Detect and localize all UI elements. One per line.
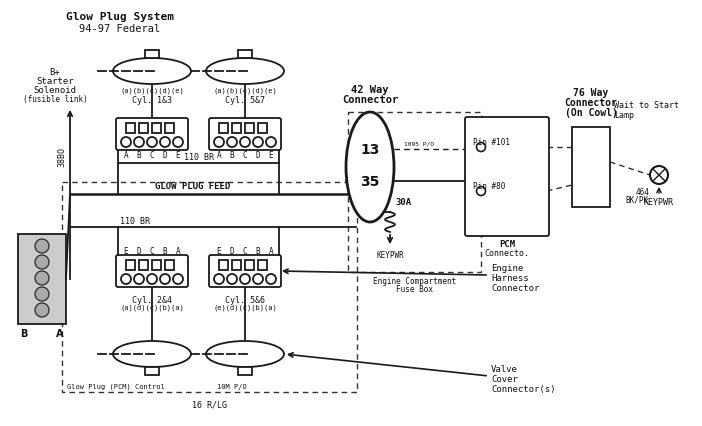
Text: B+: B+ [50,68,60,77]
Text: Cyl. 2&4: Cyl. 2&4 [132,295,172,304]
Text: Fuse Box: Fuse Box [396,284,433,294]
Ellipse shape [206,59,284,85]
Text: B: B [230,151,234,160]
Text: KEYPWR: KEYPWR [376,250,404,259]
Text: Wait to Start: Wait to Start [614,101,679,110]
Text: A: A [124,151,128,160]
Text: A: A [176,246,180,256]
Text: Engine: Engine [491,263,523,272]
Text: Starter: Starter [37,77,74,86]
Text: A: A [217,151,221,160]
Text: Engine Compartment: Engine Compartment [373,276,456,285]
Text: B: B [163,246,167,256]
FancyBboxPatch shape [465,118,549,236]
Text: Cyl. 1&3: Cyl. 1&3 [132,96,172,105]
Text: 1095 P/O: 1095 P/O [404,142,434,147]
Text: Cover: Cover [491,374,518,383]
Text: (fusible link): (fusible link) [22,95,87,104]
FancyBboxPatch shape [145,51,159,59]
Text: (a)(b)(c)(d)(e): (a)(b)(c)(d)(e) [120,88,184,94]
Ellipse shape [206,341,284,367]
Circle shape [35,256,49,269]
FancyBboxPatch shape [209,256,281,287]
FancyBboxPatch shape [145,367,159,375]
Ellipse shape [113,341,191,367]
Text: A: A [269,246,273,256]
Text: Connector: Connector [564,98,618,108]
Text: 76 Way: 76 Way [574,88,609,98]
Text: 94-97 Federal: 94-97 Federal [79,24,161,34]
Text: (a)(d)(c)(b)(a): (a)(d)(c)(b)(a) [120,304,184,311]
Text: 110 BR: 110 BR [183,153,213,161]
Text: B: B [20,328,27,338]
Text: Glow Plug (PCM) Control: Glow Plug (PCM) Control [67,383,165,389]
Text: Cyl. 5&7: Cyl. 5&7 [225,96,265,105]
Text: E: E [124,246,128,256]
Text: Connector: Connector [491,283,539,292]
Text: 464: 464 [635,187,649,196]
FancyBboxPatch shape [116,256,188,287]
Text: 35: 35 [360,175,380,189]
Text: 16 R/LG: 16 R/LG [192,400,227,409]
FancyBboxPatch shape [209,119,281,151]
Text: Cyl. 5&6: Cyl. 5&6 [225,295,265,304]
Text: PCM: PCM [499,239,515,248]
Circle shape [35,271,49,285]
Text: 30A: 30A [395,198,411,207]
Text: (On Cowl): (On Cowl) [564,108,618,118]
Text: Connecto.: Connecto. [484,248,529,257]
Text: A: A [56,328,64,338]
Circle shape [35,287,49,301]
Text: 38BO: 38BO [57,147,66,167]
Text: D: D [163,151,167,160]
Text: KEYPWR: KEYPWR [644,198,674,207]
Text: B: B [256,246,260,256]
Text: Solenoid: Solenoid [34,86,77,95]
Text: C: C [150,246,154,256]
Circle shape [35,239,49,253]
Text: Valve: Valve [491,364,518,373]
Text: C: C [243,246,247,256]
Text: Lamp: Lamp [614,111,634,120]
Text: Glow Plug System: Glow Plug System [66,12,174,22]
Text: 13: 13 [360,143,380,157]
Text: (e)(d)(c)(b)(a): (e)(d)(c)(b)(a) [213,304,277,311]
Text: C: C [243,151,247,160]
Text: C: C [150,151,154,160]
Text: B: B [137,151,141,160]
Text: BK/PK: BK/PK [626,196,649,204]
Text: GLOW PLUG FEED: GLOW PLUG FEED [155,181,231,190]
Text: 110 BR: 110 BR [120,216,150,225]
Text: D: D [230,246,234,256]
Text: D: D [256,151,260,160]
Circle shape [35,303,49,317]
Text: E: E [217,246,221,256]
Ellipse shape [113,59,191,85]
FancyBboxPatch shape [238,51,252,59]
Text: 10M P/O: 10M P/O [217,383,246,389]
Text: 42 Way: 42 Way [351,85,389,95]
Text: (a)(b)(c)(d)(e): (a)(b)(c)(d)(e) [213,88,277,94]
FancyBboxPatch shape [116,119,188,151]
FancyBboxPatch shape [18,234,66,324]
Text: E: E [269,151,273,160]
Text: Pin #101: Pin #101 [473,138,510,147]
Text: Connector(s): Connector(s) [491,384,555,393]
FancyBboxPatch shape [238,367,252,375]
Ellipse shape [346,113,394,222]
Text: Pin #80: Pin #80 [473,181,505,190]
FancyBboxPatch shape [572,128,610,207]
Text: E: E [176,151,180,160]
Text: D: D [137,246,141,256]
Text: Connector: Connector [342,95,398,105]
Text: Harness: Harness [491,273,529,282]
